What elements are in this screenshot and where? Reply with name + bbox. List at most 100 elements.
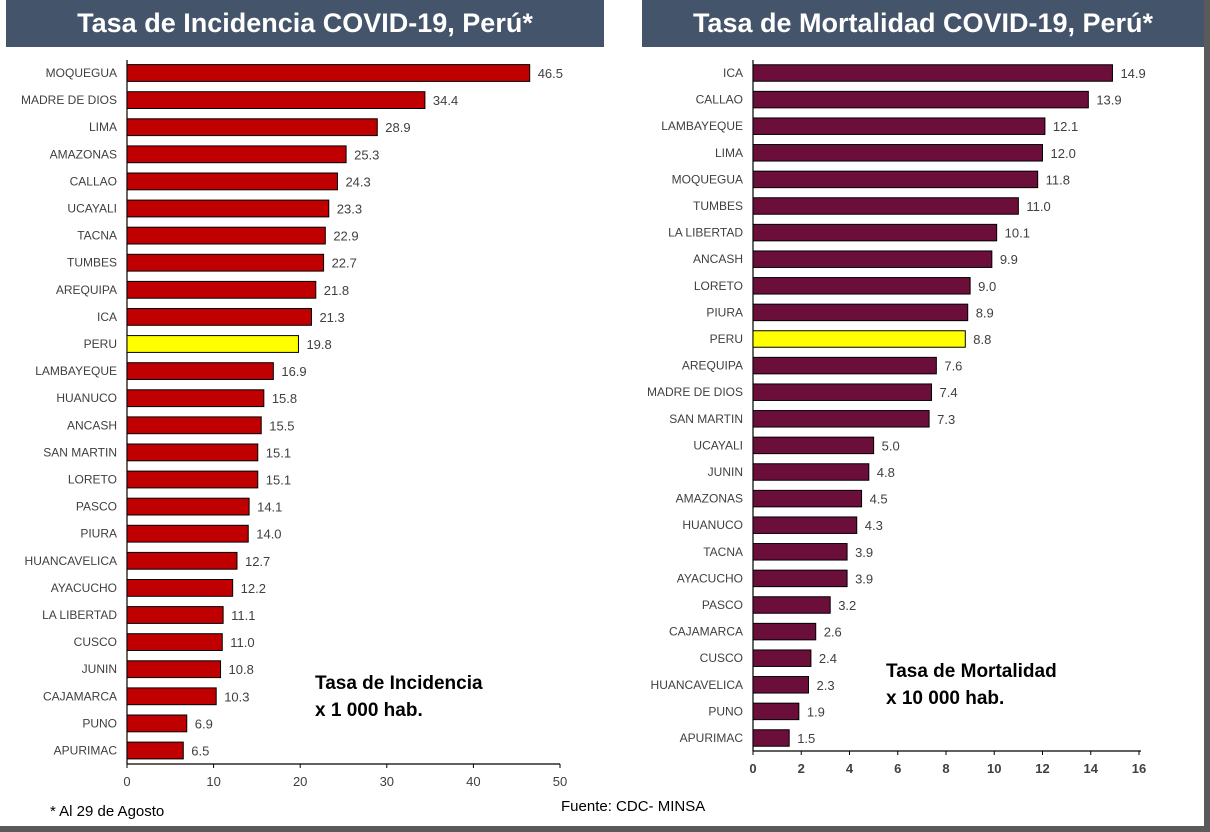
incidence-value-label: 14.1: [257, 500, 282, 515]
mortality-category-label: UCAYALI: [693, 438, 743, 452]
incidence-value-label: 15.1: [266, 445, 291, 460]
incidence-bar: [126, 172, 338, 191]
source-note: Fuente: CDC- MINSA: [561, 798, 706, 815]
mortality-value-label: 7.4: [940, 385, 958, 400]
mortality-category-label: CUSCO: [700, 651, 743, 665]
mortality-value-label: 12.1: [1053, 119, 1078, 134]
mortality-value-label: 10.1: [1005, 226, 1030, 241]
incidence-bar: [126, 389, 265, 408]
incidence-x-tick-label: 40: [466, 774, 480, 789]
mortality-x-tick-label: 2: [798, 761, 805, 776]
window-edge-bottom: [0, 826, 1210, 832]
mortality-bar: [752, 676, 809, 694]
incidence-bar: [126, 633, 223, 652]
mortality-category-label: AREQUIPA: [682, 359, 743, 373]
mortality-category-label: CAJAMARCA: [669, 625, 743, 639]
mortality-value-label: 3.9: [855, 571, 873, 586]
incidence-category-label: MOQUEGUA: [46, 66, 117, 80]
incidence-category-label: AMAZONAS: [50, 147, 117, 161]
incidence-bar: [126, 741, 184, 760]
incidence-value-label: 24.3: [345, 174, 370, 189]
incidence-category-label: PASCO: [76, 500, 117, 514]
mortality-bar: [752, 303, 969, 322]
incidence-category-label: LORETO: [68, 473, 117, 487]
incidence-bar: [126, 606, 224, 624]
incidence-category-label: HUANUCO: [56, 391, 117, 405]
incidence-bar: [126, 660, 222, 679]
incidence-bar: [126, 443, 259, 462]
mortality-value-label: 1.5: [797, 731, 815, 746]
mortality-category-label: JUNIN: [708, 465, 743, 479]
mortality-category-label: LA LIBERTAD: [668, 226, 743, 240]
mortality-bar: [752, 144, 1043, 162]
incidence-x-tick-label: 0: [123, 774, 130, 789]
mortality-value-label: 4.3: [865, 518, 883, 533]
mortality-annotation-line-2: x 10 000 hab.: [886, 688, 1005, 709]
incidence-category-label: CALLAO: [70, 174, 117, 188]
incidence-category-label: PERU: [84, 337, 117, 351]
mortality-value-label: 4.5: [870, 492, 888, 507]
mortality-bar: [752, 117, 1046, 135]
mortality-value-label: 9.9: [1000, 252, 1018, 267]
mortality-bar: [752, 702, 800, 721]
incidence-category-label: MADRE DE DIOS: [21, 93, 117, 107]
mortality-category-label: LAMBAYEQUE: [661, 119, 743, 133]
mortality-category-label: PASCO: [702, 598, 743, 612]
incidence-value-label: 25.3: [354, 147, 379, 162]
incidence-value-label: 11.1: [231, 608, 255, 623]
mortality-category-label: MOQUEGUA: [672, 172, 743, 186]
incidence-value-label: 11.0: [230, 635, 254, 650]
mortality-x-tick-label: 4: [846, 761, 854, 776]
mortality-value-label: 3.2: [838, 598, 856, 613]
incidence-category-label: LAMBAYEQUE: [35, 364, 117, 378]
incidence-annotation-line-1: Tasa de Incidencia: [315, 673, 483, 694]
mortality-category-label: MADRE DE DIOS: [647, 385, 743, 399]
mortality-bar: [752, 250, 993, 268]
incidence-bar: [126, 551, 238, 570]
incidence-bar: [126, 497, 250, 516]
mortality-category-label: APURIMAC: [680, 731, 744, 745]
incidence-bar: [126, 714, 188, 733]
mortality-bar: [752, 489, 863, 508]
incidence-category-label: PUNO: [82, 716, 117, 730]
mortality-bar: [752, 463, 870, 481]
incidence-x-tick-label: 50: [553, 774, 567, 789]
incidence-bar: [126, 524, 249, 543]
incidence-bar: [126, 307, 312, 326]
mortality-x-tick-label: 16: [1132, 761, 1146, 776]
mortality-value-label: 11.0: [1026, 199, 1050, 214]
incidence-value-label: 6.5: [191, 744, 209, 759]
mortality-category-label: PIURA: [706, 305, 743, 319]
mortality-category-label: TACNA: [703, 545, 743, 559]
mortality-value-label: 4.8: [877, 465, 895, 480]
incidence-value-label: 10.8: [229, 662, 254, 677]
incidence-value-label: 22.7: [332, 256, 357, 271]
mortality-bar: [752, 383, 933, 401]
incidence-x-tick-label: 10: [206, 774, 220, 789]
mortality-category-label: PUNO: [708, 704, 743, 718]
mortality-bar: [752, 596, 831, 614]
incidence-value-label: 12.2: [241, 581, 266, 596]
incidence-value-label: 10.3: [224, 689, 249, 704]
mortality-bar: [752, 277, 971, 295]
mortality-value-label: 7.6: [944, 359, 962, 374]
mortality-bar: [752, 170, 1039, 189]
incidence-value-label: 21.8: [324, 283, 349, 298]
mortality-value-label: 11.8: [1046, 172, 1070, 187]
incidence-bar: [126, 416, 262, 435]
incidence-annotation-line-2: x 1 000 hab.: [315, 700, 423, 721]
incidence-category-label: TACNA: [77, 229, 117, 243]
mortality-category-label: LIMA: [715, 146, 743, 160]
mortality-annotation-line-1: Tasa de Mortalidad: [886, 661, 1057, 682]
mortality-value-label: 12.0: [1051, 146, 1076, 161]
date-footnote: * Al 29 de Agosto: [50, 803, 165, 820]
mortality-chart-title: Tasa de Mortalidad COVID-19, Perú*: [642, 0, 1204, 47]
mortality-bar: [752, 223, 998, 242]
mortality-bar: [752, 569, 848, 588]
mortality-category-label: ICA: [723, 66, 743, 80]
mortality-value-label: 1.9: [807, 704, 825, 719]
mortality-x-tick-label: 14: [1084, 761, 1099, 776]
mortality-bar: [752, 197, 1019, 215]
